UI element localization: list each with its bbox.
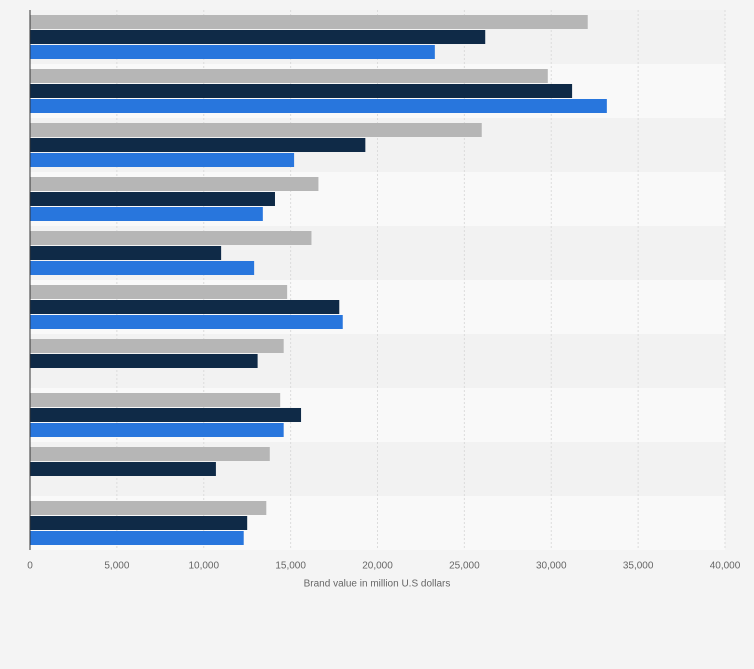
bar [30, 246, 222, 260]
bar [30, 45, 435, 59]
x-axis-title: Brand value in million U.S dollars [304, 579, 451, 590]
bar [30, 192, 275, 206]
bar [30, 231, 312, 245]
x-tick-label: 20,000 [362, 561, 393, 572]
bar [30, 207, 263, 221]
x-tick-label: 25,000 [449, 561, 480, 572]
bar [30, 300, 340, 314]
x-tick-label: 30,000 [536, 561, 567, 572]
bar [30, 153, 295, 167]
bar [30, 339, 284, 353]
bar [30, 516, 248, 530]
bar [30, 462, 216, 476]
bar [30, 261, 255, 275]
bar [30, 354, 258, 368]
x-tick-label: 15,000 [275, 561, 306, 572]
x-tick-label: 40,000 [710, 561, 741, 572]
x-tick-label: 10,000 [188, 561, 219, 572]
bar [30, 99, 607, 113]
bar [30, 138, 366, 152]
x-tick-label: 5,000 [104, 561, 129, 572]
bar [30, 84, 573, 98]
bar [30, 285, 288, 299]
bar [30, 15, 588, 29]
bar [30, 30, 486, 44]
bar [30, 123, 482, 137]
bar [30, 177, 319, 191]
bar [30, 423, 284, 437]
bar [30, 69, 548, 83]
bar [30, 531, 244, 545]
x-tick-label: 0 [27, 561, 33, 572]
bar [30, 408, 302, 422]
bar [30, 315, 343, 329]
x-tick-label: 35,000 [623, 561, 654, 572]
bar [30, 447, 270, 461]
bar [30, 393, 281, 407]
bar [30, 501, 267, 515]
